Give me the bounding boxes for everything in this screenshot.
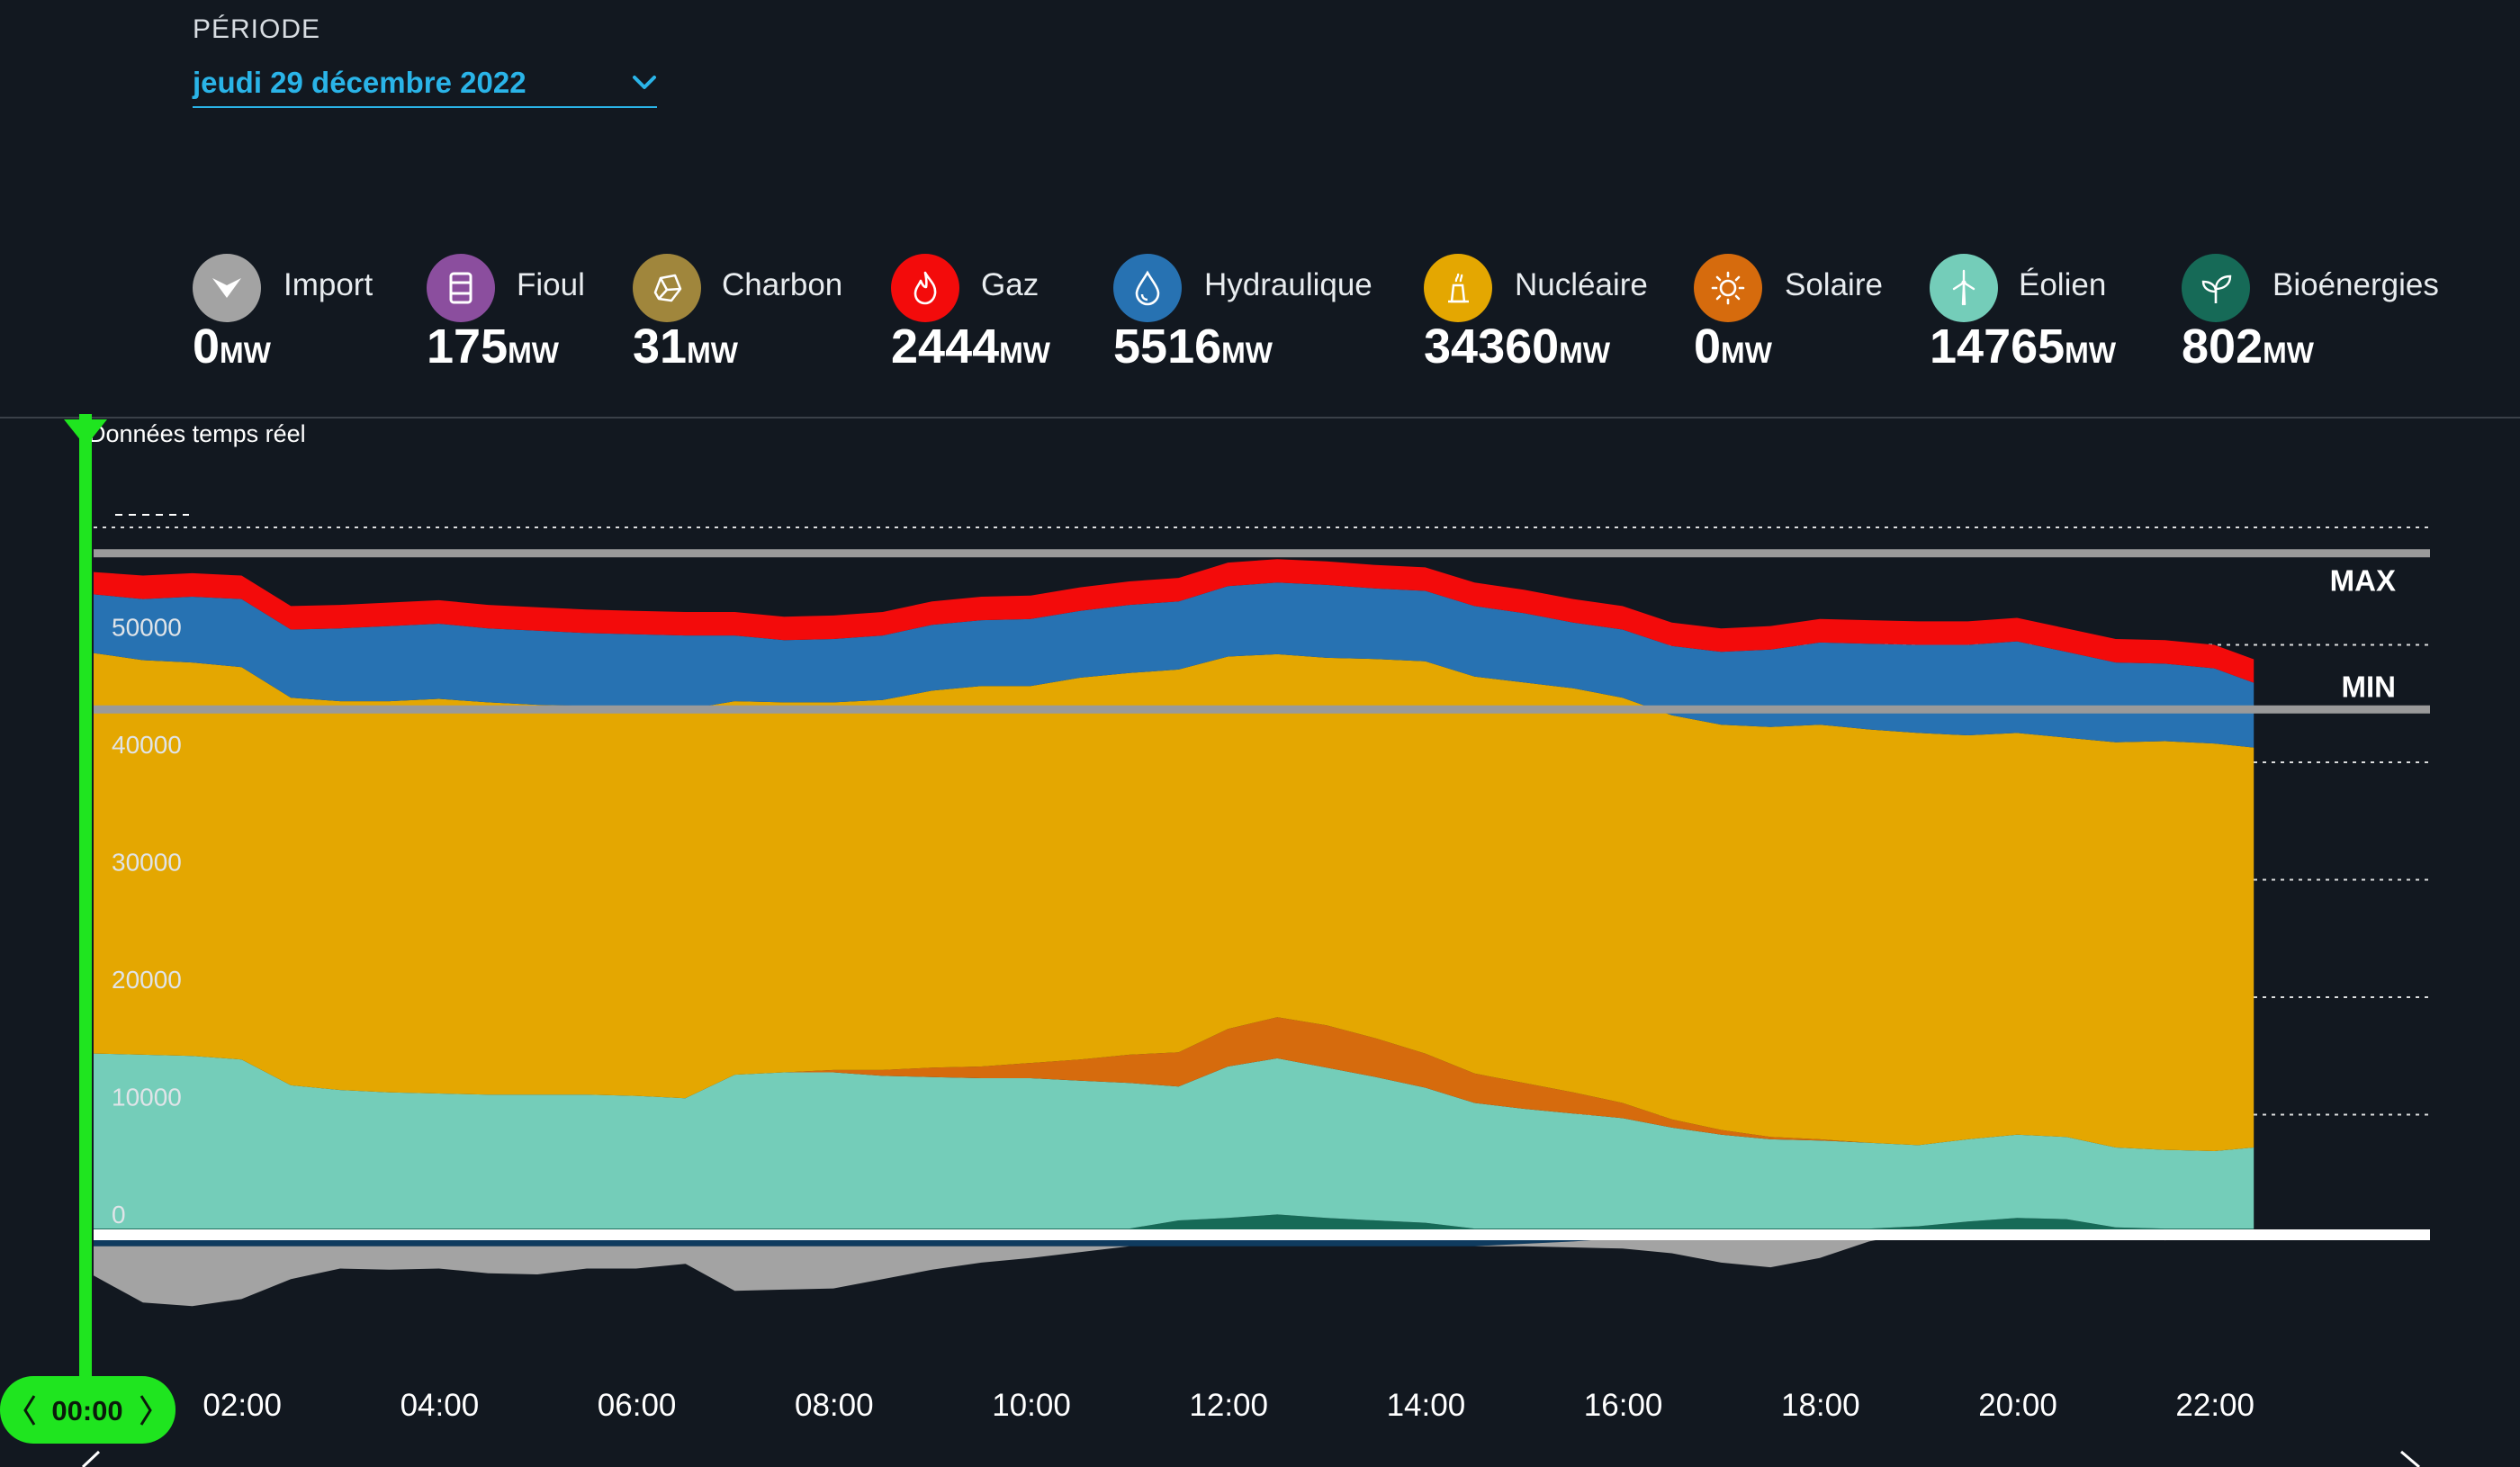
x-tick-label: 12:00 (1189, 1388, 1268, 1423)
chevron-left-icon[interactable] (23, 1395, 36, 1426)
y-tick-label: 30000 (112, 849, 182, 877)
area-eolien (94, 1053, 2254, 1229)
water-drop-icon (1113, 254, 1182, 322)
realtime-label: Données temps réel (88, 420, 306, 447)
flame-icon (891, 254, 959, 322)
chart-reference-lines: MAX MIN (94, 549, 2430, 1240)
legend-name: Import (284, 267, 374, 302)
x-axis-ticks: 02:00 04:00 06:00 08:00 10:00 12:00 14:00 16:00… (202, 1388, 2254, 1423)
scroll-left-icon[interactable] (81, 1450, 101, 1467)
area-bioenergies (94, 1214, 2254, 1232)
legend-value: 2444MW (891, 320, 1050, 374)
scroll-right-icon[interactable] (2400, 1450, 2420, 1467)
zero-baseline (94, 1229, 2430, 1240)
chart-top-separator (0, 417, 2520, 418)
nuclear-plant-icon (1424, 254, 1492, 322)
area-solaire (94, 1017, 2254, 1151)
import-icon (193, 254, 261, 322)
chart-areas (94, 559, 2254, 1307)
legend-name: Solaire (1785, 267, 1883, 302)
periode-date-value: jeudi 29 décembre 2022 (193, 66, 526, 99)
time-cursor-value: 00:00 (51, 1395, 122, 1426)
periode-selector: PÉRIODE jeudi 29 décembre 2022 (193, 14, 657, 108)
chevron-down-icon (633, 76, 656, 89)
leaf-sprout-icon (2182, 254, 2250, 322)
legend-name: Charbon (722, 267, 843, 302)
x-tick-label: 02:00 (202, 1388, 282, 1423)
legend-name: Hydraulique (1204, 267, 1372, 302)
time-cursor-handle (64, 419, 107, 446)
area-import (94, 1232, 2254, 1307)
time-cursor-pill[interactable] (0, 1376, 176, 1444)
legend-value: 31MW (633, 320, 738, 374)
x-tick-label: 04:00 (400, 1388, 480, 1423)
y-axis-ticks: 0 10000 20000 30000 40000 50000 (112, 614, 182, 1229)
legend-value: 5516MW (1113, 320, 1273, 374)
legend-name: Gaz (981, 267, 1040, 302)
max-label: MAX (2330, 564, 2396, 598)
area-gaz (94, 559, 2254, 683)
area-nucleaire (94, 652, 2254, 1151)
x-tick-label: 18:00 (1781, 1388, 1860, 1423)
time-cursor[interactable]: 00:00 (0, 414, 176, 1444)
y-tick-label: 50000 (112, 614, 182, 642)
y-tick-label: 0 (112, 1201, 126, 1228)
legend-value: 802MW (2182, 320, 2314, 374)
x-tick-label: 06:00 (598, 1388, 677, 1423)
y-tick-label: 40000 (112, 731, 182, 759)
legend-name: Éolien (2019, 267, 2107, 302)
production-legend: Import 0MW Fioul 175MW Charbon 31MW Gaz … (0, 254, 2520, 380)
x-tick-label: 20:00 (1978, 1388, 2057, 1423)
legend-name: Nucléaire (1515, 267, 1648, 302)
sun-icon (1694, 254, 1762, 322)
x-tick-label: 14:00 (1387, 1388, 1466, 1423)
x-tick-label: 16:00 (1584, 1388, 1663, 1423)
legend-value: 34360MW (1424, 320, 1611, 374)
legend-value: 14765MW (1930, 320, 2117, 374)
y-tick-label: 10000 (112, 1084, 182, 1112)
coal-icon (633, 254, 701, 322)
legend-value: 0MW (1694, 320, 1772, 374)
chevron-right-icon[interactable] (140, 1395, 152, 1426)
wind-turbine-icon (1930, 254, 1998, 322)
legend-value: 0MW (193, 320, 271, 374)
y-tick-label: 20000 (112, 966, 182, 994)
legend-name: Fioul (517, 267, 585, 302)
legend-value: 175MW (427, 320, 559, 374)
x-tick-label: 08:00 (795, 1388, 874, 1423)
x-tick-label: 10:00 (992, 1388, 1071, 1423)
oil-barrel-icon (427, 254, 495, 322)
min-label: MIN (2342, 670, 2397, 703)
periode-label: PÉRIODE (193, 14, 321, 44)
periode-date-dropdown[interactable]: jeudi 29 décembre 2022 (193, 59, 657, 108)
x-tick-label: 22:00 (2175, 1388, 2254, 1423)
legend-name: Bioénergies (2272, 267, 2439, 302)
time-cursor-line (79, 414, 92, 1395)
